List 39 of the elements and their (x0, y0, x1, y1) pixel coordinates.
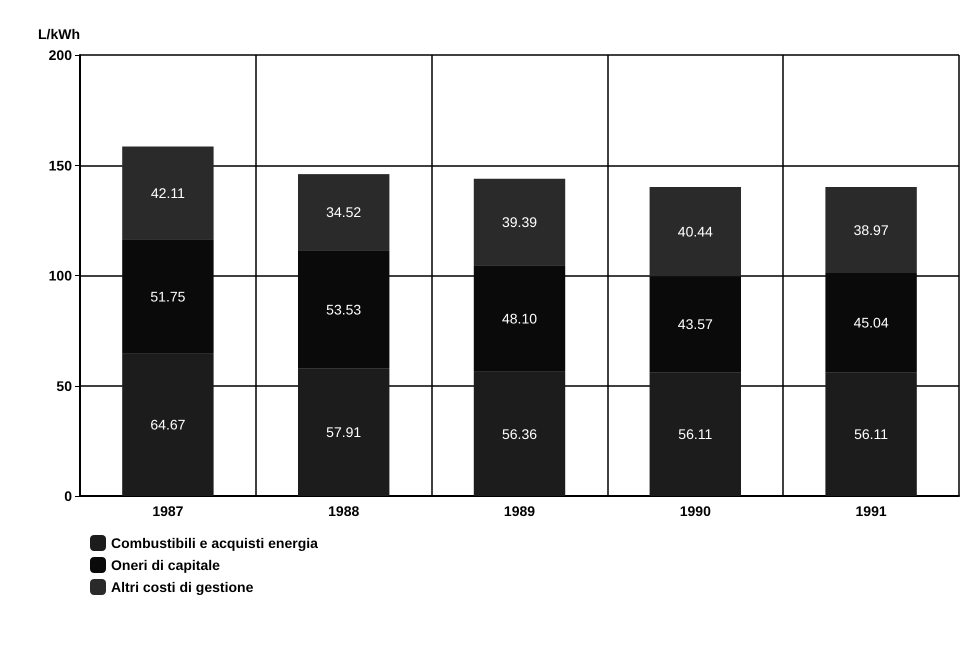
y-tick-label: 100 (48, 268, 72, 284)
bar (122, 353, 214, 496)
data-label: 56.36 (502, 426, 538, 442)
data-label: 57.91 (326, 424, 362, 440)
y-tick-label: 0 (64, 488, 72, 504)
legend-label: Altri costi di gestione (111, 579, 254, 595)
data-label: 42.11 (150, 184, 186, 201)
x-tick-label: 1988 (328, 503, 360, 519)
bar (474, 178, 566, 266)
data-label: 56.11 (854, 426, 888, 442)
data-label: 40.44 (678, 224, 714, 240)
bar (650, 372, 742, 496)
data-label: 38.97 (854, 222, 889, 238)
data-label: 45.04 (854, 314, 889, 331)
data-label: 34.52 (326, 204, 362, 220)
bar (474, 372, 566, 496)
y-tick-label: 50 (56, 378, 72, 394)
bar (122, 146, 214, 240)
x-tick-label: 1987 (152, 503, 184, 519)
bar (825, 187, 917, 273)
data-label: 48.10 (502, 310, 538, 327)
data-label: 43.57 (678, 316, 714, 332)
x-tick-label: 1989 (504, 503, 536, 519)
data-label: 64.67 (150, 416, 186, 433)
bar (298, 368, 390, 496)
bar (825, 372, 917, 496)
legend-label: Combustibili e acquisti energia (111, 535, 318, 551)
bar (650, 187, 742, 276)
y-axis-title: L/kWh (38, 26, 80, 42)
legend-label: Oneri di capitale (111, 557, 220, 573)
data-label: 56.11 (678, 426, 713, 442)
bar (298, 174, 390, 250)
data-label: 53.53 (326, 301, 362, 318)
x-tick-label: 1990 (680, 503, 712, 519)
data-label: 39.39 (502, 214, 538, 230)
x-tick-label: 1991 (856, 503, 887, 519)
data-label: 51.75 (150, 288, 186, 304)
y-tick-label: 200 (48, 47, 72, 63)
y-tick-label: 150 (48, 157, 72, 174)
